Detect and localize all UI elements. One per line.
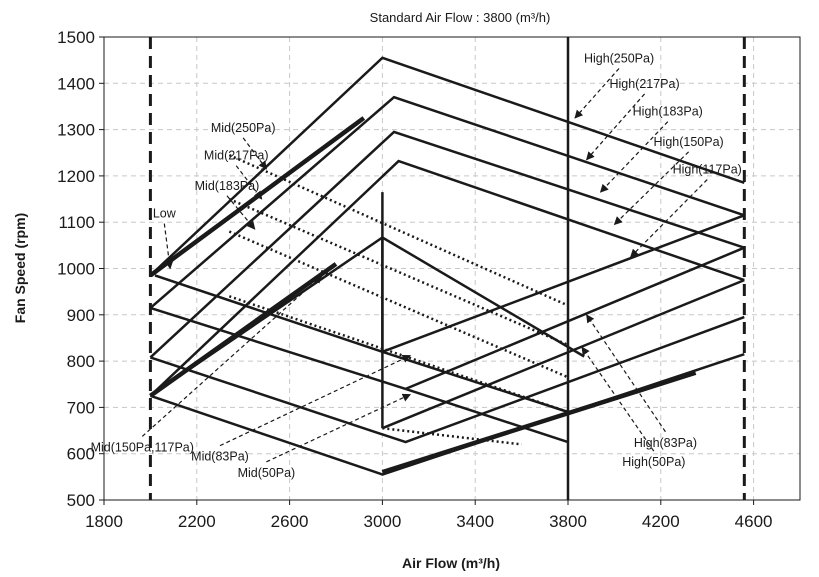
y-tick-label: 800 — [67, 352, 95, 371]
fan-curve — [149, 159, 745, 397]
curve-annotation: High(150Pa) — [654, 135, 724, 149]
curve-lines — [149, 56, 745, 476]
y-tick-label: 1100 — [58, 213, 95, 232]
x-tick-label: 3800 — [549, 512, 587, 531]
x-tick-label: 4600 — [735, 512, 773, 531]
fan-curve — [149, 56, 745, 277]
x-tick-labels: 1800 2200 2600 3000 3400 3800 4200 4600 — [85, 500, 773, 531]
fan-curve — [405, 246, 745, 391]
y-tick-label: 1200 — [57, 167, 95, 186]
annotation-arrow — [141, 274, 323, 437]
annotation-arrow — [219, 354, 411, 447]
curve-annotation: Mid(217Pa) — [204, 149, 269, 163]
chart-title: Standard Air Flow : 3800 (m³/h) — [370, 10, 551, 25]
annotations: High(250Pa) High(217Pa) High(183Pa) High(15… — [91, 51, 742, 479]
mid-curve — [228, 153, 569, 307]
annotation-arrow — [266, 393, 412, 463]
annotation-arrow — [163, 223, 174, 270]
fan-curve — [149, 95, 745, 309]
curve-annotation: Mid(150Pa,117Pa) — [91, 440, 194, 454]
y-tick-label: 1400 — [57, 74, 95, 93]
curve-annotation: High(117Pa) — [673, 163, 742, 177]
x-tick-label: 4200 — [642, 512, 680, 531]
y-tick-label: 1500 — [57, 28, 95, 47]
x-tick-label: 3400 — [456, 512, 494, 531]
curve-annotation: Mid(50Pa) — [238, 466, 296, 480]
curve-annotation: Mid(250Pa) — [211, 121, 276, 135]
curve-annotation: High(183Pa) — [633, 105, 703, 119]
mid-dotted-lines — [228, 153, 569, 446]
annotation-arrow — [613, 151, 690, 226]
mid-curve — [228, 197, 569, 347]
curve-annotation: High(217Pa) — [609, 77, 679, 91]
mid-curve — [228, 230, 569, 379]
curve-annotation: Mid(83Pa) — [191, 450, 249, 464]
annotation-arrow — [586, 93, 646, 161]
fan-curve — [381, 278, 745, 430]
curve-annotation: High(50Pa) — [622, 455, 685, 469]
y-tick-label: 900 — [67, 306, 95, 325]
annotation-arrow — [599, 121, 669, 193]
annotation-arrow — [581, 346, 655, 452]
fan-curve — [150, 315, 745, 444]
annotation-arrow — [226, 195, 256, 230]
x-tick-label: 2600 — [271, 512, 309, 531]
y-tick-label: 700 — [67, 398, 95, 417]
limit-lines — [148, 37, 746, 500]
y-tick-label: 600 — [67, 445, 95, 464]
y-tick-label: 500 — [67, 491, 95, 510]
boundary-curve — [381, 370, 697, 475]
x-tick-label: 2200 — [178, 512, 216, 531]
fan-curve — [149, 130, 745, 359]
y-tick-label: 1000 — [57, 260, 95, 279]
curve-annotation: Mid(183Pa) — [195, 179, 260, 193]
curve-annotation: Low — [153, 207, 177, 221]
curve-annotation: High(250Pa) — [584, 51, 654, 65]
curve-annotation: High(83Pa) — [634, 436, 697, 450]
x-tick-label: 3000 — [363, 512, 401, 531]
x-tick-label: 1800 — [85, 512, 123, 531]
y-tick-labels: 500 600 700 800 900 1000 1100 1200 1300 1400 1500 — [57, 28, 104, 510]
fan-curve — [381, 214, 745, 353]
boundary-curve — [149, 262, 338, 398]
x-axis-label: Air Flow (m³/h) — [402, 555, 500, 571]
y-axis-label: Fan Speed (rpm) — [12, 213, 28, 323]
y-tick-label: 1300 — [57, 121, 95, 140]
annotation-arrow — [586, 314, 666, 433]
mid-curve — [382, 426, 522, 446]
